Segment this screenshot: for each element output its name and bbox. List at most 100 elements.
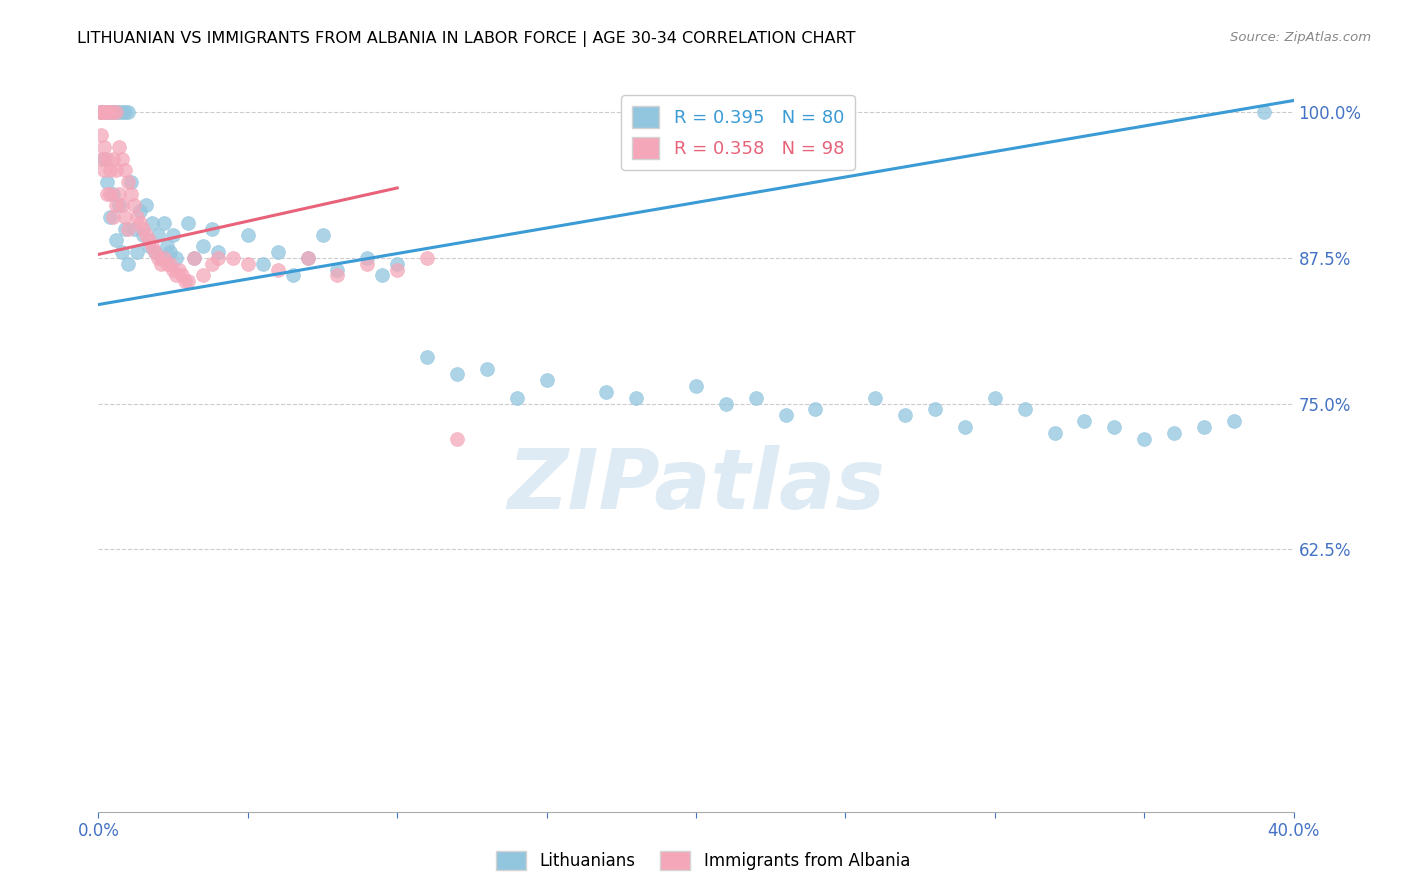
Point xyxy=(138,239,160,253)
Point xyxy=(191,268,214,283)
Point xyxy=(124,221,146,235)
Point xyxy=(114,163,136,178)
Point xyxy=(177,274,200,288)
Point xyxy=(156,257,179,271)
Point xyxy=(120,175,142,189)
Point xyxy=(174,274,197,288)
Point xyxy=(159,245,181,260)
Point xyxy=(114,105,136,120)
Point xyxy=(103,152,125,166)
Legend: Lithuanians, Immigrants from Albania: Lithuanians, Immigrants from Albania xyxy=(489,844,917,877)
Point xyxy=(90,105,112,120)
Point xyxy=(167,262,190,277)
Point xyxy=(90,105,112,120)
Point xyxy=(143,245,166,260)
Point xyxy=(90,105,112,120)
Point xyxy=(201,257,224,271)
Point xyxy=(93,105,115,120)
Point xyxy=(281,268,304,283)
Point xyxy=(103,186,125,201)
Point xyxy=(105,198,128,212)
Text: LITHUANIAN VS IMMIGRANTS FROM ALBANIA IN LABOR FORCE | AGE 30-34 CORRELATION CHA: LITHUANIAN VS IMMIGRANTS FROM ALBANIA IN… xyxy=(77,31,856,47)
Point xyxy=(90,105,112,120)
Point xyxy=(267,245,290,260)
Point xyxy=(93,105,115,120)
Point xyxy=(141,216,163,230)
Point xyxy=(98,105,122,120)
Point xyxy=(103,105,125,120)
Point xyxy=(207,251,229,265)
Point xyxy=(124,198,146,212)
Point xyxy=(1073,414,1095,428)
Point xyxy=(90,105,112,120)
Point xyxy=(172,268,194,283)
Point xyxy=(111,105,134,120)
Point xyxy=(894,409,917,423)
Point xyxy=(114,221,136,235)
Point xyxy=(1192,420,1215,434)
Point xyxy=(138,234,160,248)
Point xyxy=(536,373,558,387)
Point xyxy=(117,221,139,235)
Point xyxy=(98,210,122,224)
Point xyxy=(90,128,112,143)
Point xyxy=(93,105,115,120)
Point xyxy=(98,186,122,201)
Point xyxy=(150,251,173,265)
Point xyxy=(865,391,887,405)
Point xyxy=(105,163,128,178)
Point xyxy=(132,227,155,242)
Point xyxy=(108,105,131,120)
Point xyxy=(207,245,229,260)
Point xyxy=(148,251,170,265)
Point xyxy=(98,163,122,178)
Point xyxy=(1043,425,1066,440)
Point xyxy=(1223,414,1246,428)
Point xyxy=(714,397,737,411)
Point xyxy=(105,105,128,120)
Point xyxy=(93,140,115,154)
Point xyxy=(446,368,468,382)
Point xyxy=(93,105,115,120)
Point xyxy=(96,186,118,201)
Point xyxy=(1104,420,1126,434)
Point xyxy=(924,402,946,417)
Point xyxy=(775,409,797,423)
Point xyxy=(804,402,827,417)
Point xyxy=(326,268,349,283)
Point xyxy=(162,227,184,242)
Point xyxy=(143,245,166,260)
Point xyxy=(267,262,290,277)
Point xyxy=(222,251,245,265)
Point xyxy=(165,251,187,265)
Point xyxy=(297,251,319,265)
Point xyxy=(626,391,648,405)
Point xyxy=(252,257,274,271)
Point xyxy=(127,210,149,224)
Point xyxy=(117,105,139,120)
Point xyxy=(506,391,529,405)
Point xyxy=(120,186,142,201)
Point xyxy=(297,251,319,265)
Point xyxy=(356,251,378,265)
Point xyxy=(150,257,173,271)
Text: ZIPatlas: ZIPatlas xyxy=(508,445,884,526)
Point xyxy=(201,221,224,235)
Point xyxy=(141,239,163,253)
Point xyxy=(416,251,439,265)
Point xyxy=(117,175,139,189)
Point xyxy=(93,163,115,178)
Point xyxy=(114,210,136,224)
Point xyxy=(311,227,333,242)
Point xyxy=(135,227,157,242)
Point xyxy=(191,239,214,253)
Point xyxy=(105,105,128,120)
Point xyxy=(183,251,205,265)
Point xyxy=(96,105,118,120)
Point xyxy=(236,227,259,242)
Point xyxy=(356,257,378,271)
Point xyxy=(108,186,131,201)
Point xyxy=(96,105,118,120)
Point xyxy=(135,198,157,212)
Point xyxy=(475,361,498,376)
